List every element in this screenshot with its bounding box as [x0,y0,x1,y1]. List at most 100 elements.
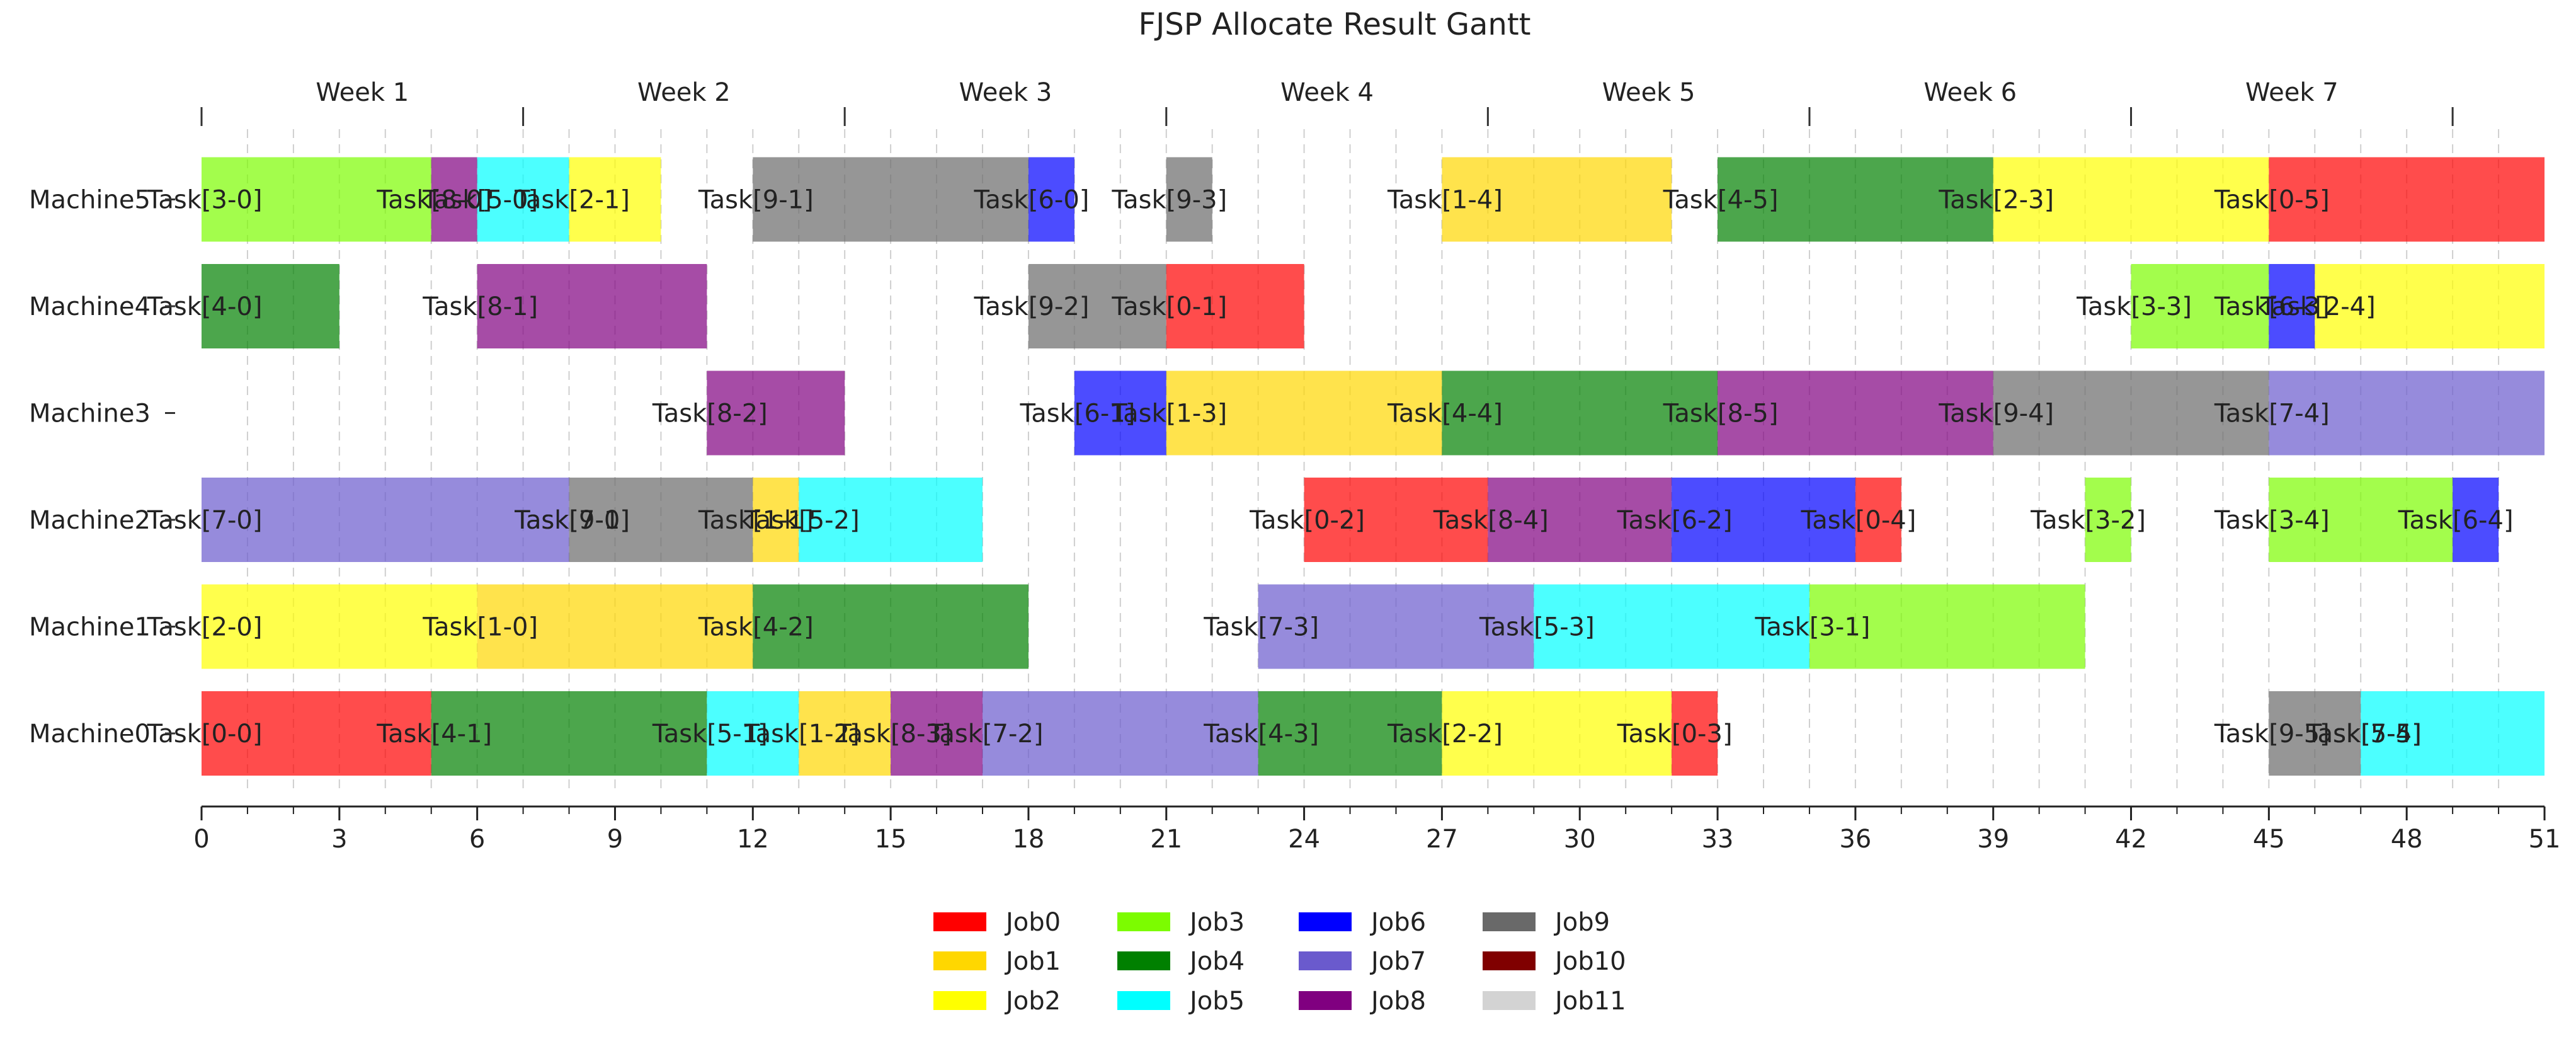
x-tick-label: 21 [1150,825,1182,854]
task-label: Task[0-0] [147,720,263,749]
legend-swatch [1483,991,1536,1010]
task-label: Task[7-1] [514,506,630,535]
machine-label: Machine0 [29,720,151,749]
task-bar [2269,370,2545,456]
task-label: Task[0-3] [1617,720,1733,749]
task-label: Task[8-3] [836,720,952,749]
task-label: Task[0-5] [2214,186,2330,215]
task-label: Task[3-3] [2076,292,2192,321]
legend-swatch [1117,912,1170,931]
x-tick-label: 0 [193,825,209,854]
task-label: Task[5-0] [422,186,538,215]
task-label: Task[1-2] [744,720,860,749]
legend-label: Job11 [1553,987,1626,1016]
task-label: Task[9-1] [698,186,814,215]
task-label: Task[5-5] [2306,720,2422,749]
chart-title: FJSP Allocate Result Gantt [1139,7,1531,42]
legend-label: Job5 [1188,987,1245,1016]
task-label: Task[8-2] [652,399,768,428]
legend-label: Job4 [1188,947,1245,976]
week-label: Week 3 [959,78,1052,107]
week-label: Week 7 [2245,78,2339,107]
task-label: Task[3-2] [2030,506,2146,535]
x-tick-label: 48 [2391,825,2423,854]
task-label: Task[6-4] [2398,506,2514,535]
x-tick-label: 27 [1426,825,1458,854]
x-tick-label: 15 [875,825,907,854]
task-label: Task[9-4] [1938,399,2054,428]
task-bar [1258,691,1442,776]
task-label: Task[0-1] [1111,292,1227,321]
task-label: Task[9-2] [974,292,1090,321]
x-tick-label: 12 [737,825,769,854]
task-bar [1028,264,1166,348]
legend-label: Job8 [1369,987,1426,1016]
task-label: Task[1-3] [1111,399,1227,428]
x-tick-label: 9 [607,825,623,854]
task-bar [202,264,339,348]
task-bar [753,157,1029,242]
task-bar [202,691,431,776]
task-bar [1672,478,1855,562]
legend-swatch [933,912,986,931]
week-label: Week 5 [1602,78,1695,107]
task-label: Task[7-4] [2214,399,2330,428]
machine-label: Machine2 [29,506,151,535]
task-bar [2269,157,2545,242]
task-bar [707,691,799,776]
legend-swatch [933,991,986,1010]
legend-label: Job0 [1004,908,1061,937]
task-bar [1258,584,1534,669]
task-label: Task[4-3] [1203,720,1319,749]
task-label: Task[7-3] [1203,613,1319,642]
task-label: Task[6-1] [1019,399,1135,428]
task-bar [891,691,983,776]
x-tick-label: 39 [1977,825,2009,854]
x-tick-label: 45 [2253,825,2285,854]
task-bar [983,691,1258,776]
task-bar [1442,691,1672,776]
task-bar [431,691,707,776]
task-label: Task[3-0] [147,186,263,215]
legend-swatch [1483,912,1536,931]
legend-label: Job9 [1553,908,1610,937]
task-bar [1488,478,1672,562]
x-tick-label: 6 [469,825,485,854]
task-bar [1166,370,1442,456]
task-bar [1855,478,1901,562]
task-bar [477,264,707,348]
task-bar [1442,370,1718,456]
task-label: Task[3-4] [2214,506,2330,535]
task-label: Task[8-4] [1433,506,1549,535]
task-label: Task[6-2] [1617,506,1733,535]
task-bar [753,584,1029,669]
task-bar [707,370,845,456]
task-bar [2361,691,2545,776]
task-bar [1074,370,1166,456]
task-label: Task[8-5] [1663,399,1779,428]
task-bar [1442,157,1672,242]
task-bar [2453,478,2499,562]
task-bar [753,478,799,562]
week-label: Week 4 [1280,78,1374,107]
task-bar [1993,157,2269,242]
task-label: Task[2-4] [2260,292,2376,321]
task-label: Task[8-0] [376,186,492,215]
task-label: Task[1-0] [422,613,538,642]
task-bar [1672,691,1718,776]
task-label: Task[2-2] [1387,720,1503,749]
week-label: Week 1 [316,78,409,107]
task-label: Task[5-1] [652,720,768,749]
task-bar [569,478,753,562]
task-bar [1166,264,1304,348]
legend-swatch [933,951,986,970]
task-label: Task[5-3] [1479,613,1595,642]
task-label: Task[5-2] [744,506,860,535]
x-tick-label: 18 [1012,825,1044,854]
task-label: Task[1-1] [698,506,814,535]
machine-axis: Machine0 Machine1 Machine2 Machine3 Machine4… [29,186,175,749]
task-bar [1809,584,2085,669]
task-bar [2269,691,2361,776]
legend-swatch [1299,991,1352,1010]
task-label: Task[6-3] [2214,292,2330,321]
